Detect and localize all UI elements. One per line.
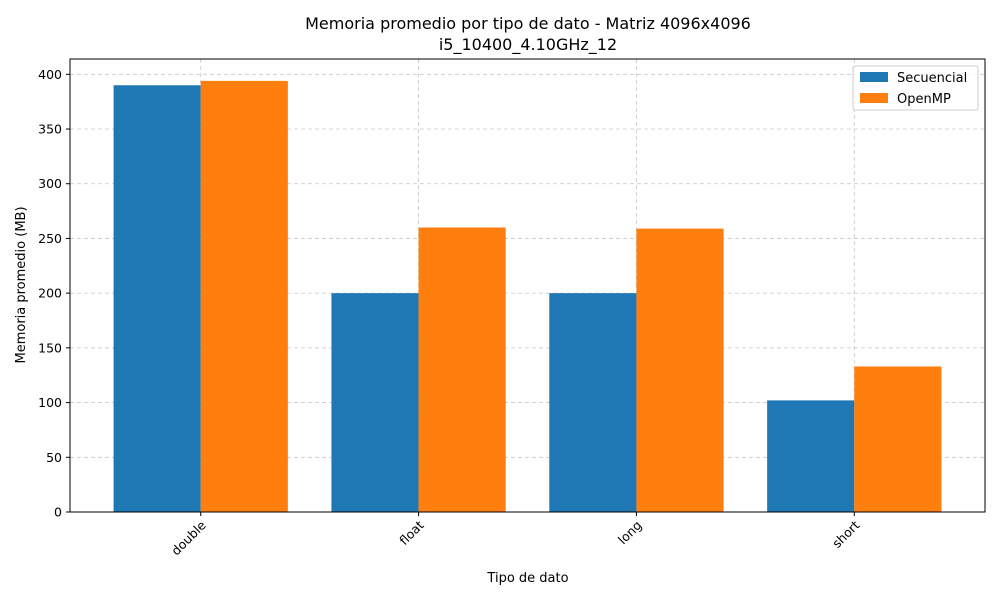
bar-openmp-float (418, 227, 506, 512)
y-tick-label: 350 (38, 122, 62, 137)
bar-openmp-long (636, 228, 724, 513)
axes (69, 58, 986, 513)
x-axis-label: Tipo de dato (486, 571, 568, 586)
chart-subtitle: i5_10400_4.10GHz_12 (439, 35, 617, 55)
bar-secuencial-double (113, 85, 201, 513)
y-axis-label: Memoria promedio (MB) (14, 206, 29, 363)
bar-openmp-short (854, 366, 942, 512)
legend-swatch-secuencial (860, 72, 888, 82)
y-tick-label: 250 (38, 231, 62, 246)
y-tick-label: 0 (54, 505, 62, 520)
chart-title: Memoria promedio por tipo de dato - Matr… (305, 14, 751, 33)
x-axis-ticks: double float long short (168, 512, 862, 558)
y-tick-label: 50 (46, 450, 62, 465)
plot-frame (69, 58, 986, 513)
y-tick-label: 100 (38, 395, 62, 410)
legend-label-secuencial: Secuencial (897, 71, 967, 86)
bar-secuencial-short (767, 400, 855, 512)
y-tick-label: 150 (38, 340, 62, 355)
y-tick-label: 200 (38, 286, 62, 301)
y-tick-label: 300 (38, 176, 62, 191)
legend-label-openmp: OpenMP (897, 92, 951, 107)
bar-secuencial-float (331, 293, 419, 512)
legend-swatch-openmp (860, 93, 888, 103)
x-tick-label: short (829, 517, 862, 550)
y-tick-label: 400 (38, 67, 62, 82)
x-tick-label: long (615, 518, 645, 548)
bar-openmp-double (200, 80, 288, 512)
x-tick-label: float (396, 517, 427, 548)
bars (113, 80, 942, 513)
bar-secuencial-long (549, 293, 637, 512)
legend: Secuencial OpenMP (852, 65, 979, 111)
y-axis-ticks: 0 50 100 150 200 250 300 350 400 (38, 67, 70, 520)
x-tick-label: double (168, 517, 209, 558)
